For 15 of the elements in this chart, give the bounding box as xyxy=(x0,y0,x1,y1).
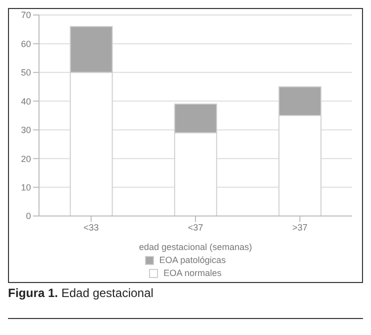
legend-label: EOA normales xyxy=(163,267,222,280)
x-axis-title: edad gestacional (semanas) xyxy=(138,242,252,252)
x-tick-label: <37 xyxy=(188,222,204,232)
x-tick-label: >37 xyxy=(292,222,308,232)
y-tick-label: 10 xyxy=(20,182,31,192)
legend-label: EOA patológicas xyxy=(159,254,226,267)
y-tick-label: 60 xyxy=(20,38,31,49)
y-tick-label: 20 xyxy=(20,154,31,164)
y-tick-label: 0 xyxy=(26,211,31,222)
y-tick-label: 40 xyxy=(20,96,31,106)
y-tick-label: 70 xyxy=(20,10,31,20)
x-tick-label: <33 xyxy=(84,222,99,232)
text: Figura 1. Edad gestacional xyxy=(8,286,154,300)
y-tick-label: 30 xyxy=(20,125,31,136)
y-tick-label: 50 xyxy=(20,68,31,78)
